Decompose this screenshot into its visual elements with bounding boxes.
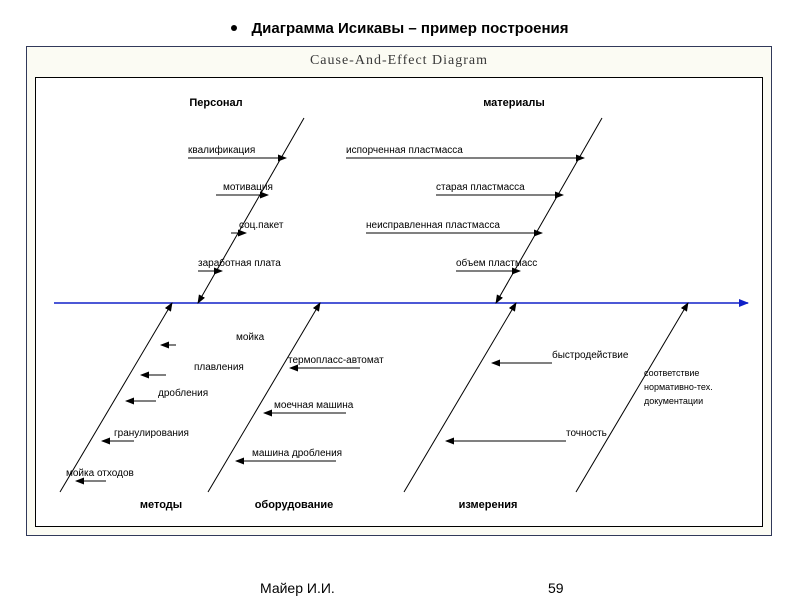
- diagram-label: старая пластмасса: [436, 182, 525, 193]
- footer-author: Майер И.И.: [260, 580, 335, 596]
- bullet-icon: [231, 25, 237, 31]
- diagram-label: машина дробления: [252, 447, 342, 459]
- diagram-label: материалы: [483, 97, 545, 109]
- diagram-label: Персонал: [189, 97, 242, 109]
- diagram-subtitle: Cause-And-Effect Diagram: [27, 53, 771, 69]
- bone: [404, 303, 516, 492]
- diagram-label: квалификация: [188, 144, 255, 156]
- diagram-label: точность: [566, 428, 607, 439]
- bone: [60, 303, 172, 492]
- diagram-label: мойка отходов: [66, 468, 134, 479]
- diagram-label: дробления: [158, 387, 208, 399]
- footer-page-number: 59: [548, 580, 564, 596]
- diagram-label: оборудование: [255, 499, 334, 511]
- page-root: Диаграмма Исикавы – пример построения Ca…: [0, 0, 800, 600]
- fishbone-diagram: Персонал квалификация мотивация соц.пакет за…: [36, 78, 764, 528]
- diagram-label: соц.пакет: [239, 220, 284, 231]
- diagram-label: методы: [140, 499, 182, 511]
- bone: [496, 118, 602, 303]
- diagram-label: быстродействие: [552, 349, 629, 361]
- diagram-label: нормативно-тех.: [644, 382, 713, 392]
- outer-frame: Cause-And-Effect Diagram Персонал квалифи…: [26, 46, 772, 536]
- diagram-label: измерения: [459, 499, 518, 511]
- diagram-label: соответствие: [644, 368, 699, 378]
- diagram-label: термопласс-автомат: [288, 355, 384, 366]
- diagram-label: мотивация: [223, 182, 273, 193]
- diagram-label: плавления: [194, 362, 244, 373]
- diagram-label: испорченная пластмасса: [346, 145, 463, 156]
- diagram-label: заработная плата: [198, 257, 281, 269]
- inner-frame: Персонал квалификация мотивация соц.пакет за…: [35, 77, 763, 527]
- page-title-row: Диаграмма Исикавы – пример построения: [0, 20, 800, 37]
- diagram-label: неисправленная пластмасса: [366, 220, 500, 231]
- diagram-label: мойка: [236, 332, 265, 343]
- diagram-label: документации: [644, 396, 703, 406]
- diagram-label: моечная машина: [274, 400, 354, 411]
- diagram-label: гранулирования: [114, 428, 189, 439]
- diagram-label: объем пластмасс: [456, 257, 537, 269]
- page-title: Диаграмма Исикавы – пример построения: [251, 20, 568, 37]
